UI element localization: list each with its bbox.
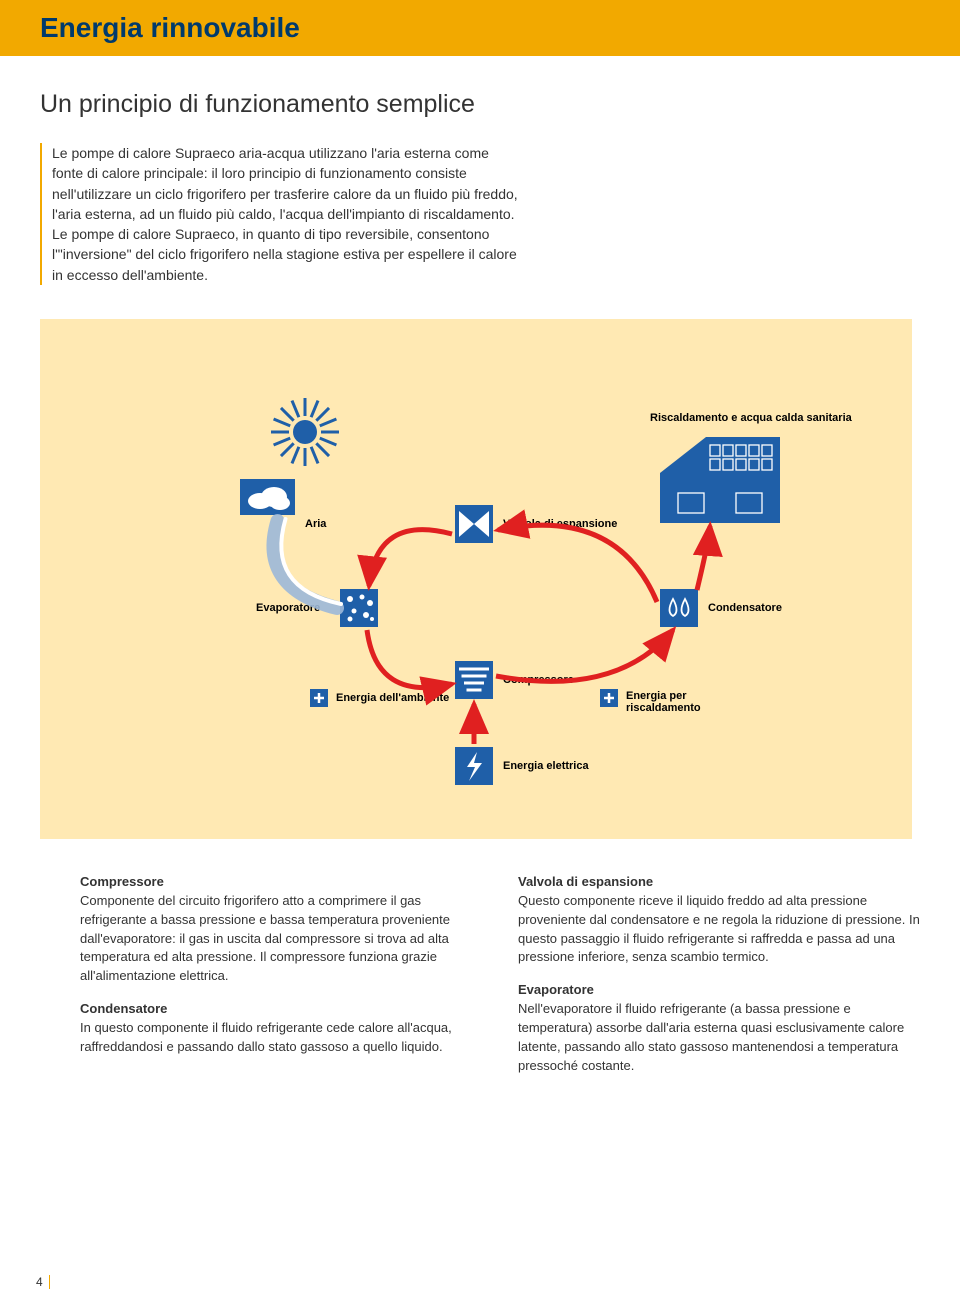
svg-text:Energia per: Energia per bbox=[626, 690, 687, 702]
page-header: Energia rinnovabile bbox=[0, 0, 960, 56]
section-body: Questo componente riceve il liquido fred… bbox=[518, 892, 920, 967]
section-body: In questo componente il fluido refrigera… bbox=[80, 1019, 482, 1057]
page-subtitle: Un principio di funzionamento semplice bbox=[40, 90, 960, 119]
svg-text:Aria: Aria bbox=[305, 518, 327, 530]
svg-text:Riscaldamento e acqua calda sa: Riscaldamento e acqua calda sanitaria bbox=[650, 412, 853, 424]
svg-text:Condensatore: Condensatore bbox=[708, 602, 782, 614]
section-body: Componente del circuito frigorifero atto… bbox=[80, 892, 482, 986]
section-body: Nell'evaporatore il fluido refrigerante … bbox=[518, 1000, 920, 1075]
header-title: Energia rinnovabile bbox=[40, 12, 300, 44]
description-columns: CompressoreComponente del circuito frigo… bbox=[80, 869, 920, 1089]
right-column: Valvola di espansioneQuesto componente r… bbox=[518, 869, 920, 1089]
section-heading: Evaporatore bbox=[518, 981, 920, 1000]
svg-text:Energia elettrica: Energia elettrica bbox=[503, 760, 589, 772]
intro-text: Le pompe di calore Supraeco aria-acqua u… bbox=[52, 143, 520, 285]
section-heading: Valvola di espansione bbox=[518, 873, 920, 892]
cycle-diagram: AriaValvola di espansioneRiscaldamento e… bbox=[40, 319, 912, 839]
left-column: CompressoreComponente del circuito frigo… bbox=[80, 869, 482, 1089]
section-heading: Condensatore bbox=[80, 1000, 482, 1019]
section-heading: Compressore bbox=[80, 873, 482, 892]
page-number: 4 bbox=[36, 1275, 50, 1289]
intro-paragraph: Le pompe di calore Supraeco aria-acqua u… bbox=[40, 143, 520, 285]
diagram-svg: AriaValvola di espansioneRiscaldamento e… bbox=[40, 319, 912, 839]
svg-text:Energia dell'ambiente: Energia dell'ambiente bbox=[336, 692, 449, 704]
svg-text:riscaldamento: riscaldamento bbox=[626, 702, 701, 714]
